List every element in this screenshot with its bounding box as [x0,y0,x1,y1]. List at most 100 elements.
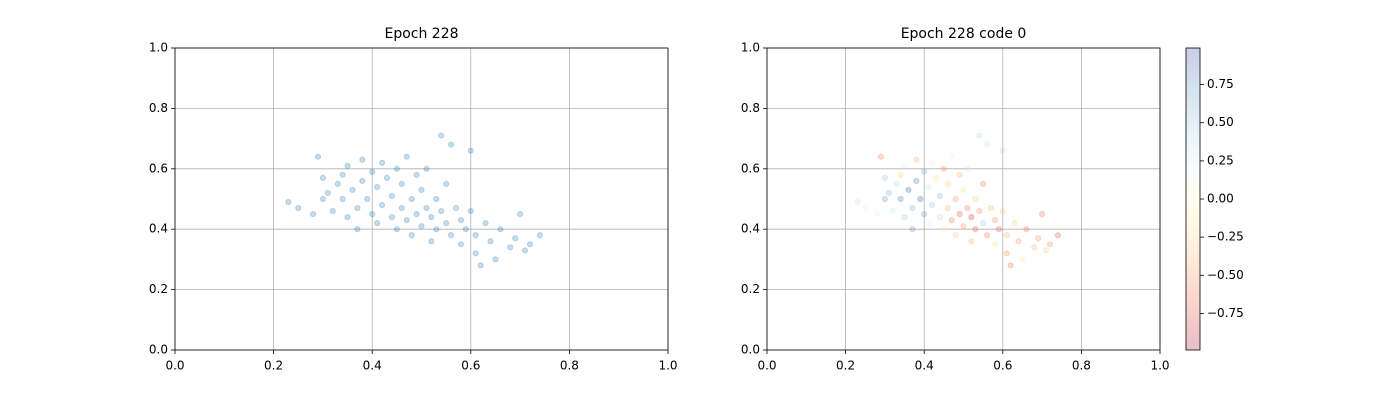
point [443,220,450,227]
point [889,207,896,215]
point [339,171,346,178]
point [901,162,908,169]
point [374,220,381,227]
point [983,232,991,239]
point [295,204,302,212]
y-tick-label: 0.4 [149,222,168,236]
colorbar-tick-label: −0.50 [1207,268,1244,282]
point [408,232,415,239]
point [1011,220,1018,227]
point [1054,232,1061,239]
point [438,132,445,139]
point [443,180,450,187]
point [512,235,519,242]
point [492,256,499,263]
axes-frame [766,47,1161,351]
point [393,226,400,233]
point [983,141,991,148]
point [285,198,292,206]
point [1031,244,1038,251]
x-tick-label: 1.0 [1150,359,1169,373]
point [873,211,881,218]
point [467,147,474,154]
y-tick-label: 0.4 [741,222,760,236]
point [999,207,1006,215]
point [433,226,440,233]
point [862,204,869,212]
point [991,217,999,224]
y-tick-label: 0.2 [741,282,760,296]
colorbar-tick-label: 0.50 [1207,115,1234,129]
x-tick-label: 0.8 [1072,359,1091,373]
y-tick-label: 0.8 [149,101,168,115]
point [507,244,514,251]
point [913,156,920,163]
point [447,232,455,239]
y-tick-label: 0.8 [741,101,760,115]
point [433,195,440,203]
point [398,204,405,212]
y-tick-label: 0.2 [149,282,168,296]
y-tick-label: 0.0 [149,343,168,357]
point [968,214,975,221]
x-tick-label: 0.0 [757,359,776,373]
point [462,226,469,233]
point [1046,241,1054,248]
point [909,204,916,212]
point [881,195,889,203]
colorbar-tick-label: 0.25 [1207,153,1234,167]
point [359,156,366,163]
point [893,180,900,187]
point [477,262,484,269]
point [472,250,479,257]
y-tick-label: 1.0 [741,41,760,55]
point [393,165,400,172]
point [1003,250,1010,257]
point [319,174,326,181]
y-tick-label: 0.6 [741,161,760,175]
point [952,232,959,239]
point [423,165,430,172]
point [324,189,331,197]
point [517,211,524,218]
colorbar [1185,47,1201,351]
point [881,174,889,181]
point [378,159,386,166]
chart-title: Epoch 228 code 0 [901,26,1027,42]
point [354,226,361,233]
point [497,226,504,233]
point [1007,262,1014,269]
point [964,165,971,172]
point [403,217,410,224]
point [1042,247,1050,254]
point [339,195,346,203]
point [980,220,987,227]
point [383,174,391,181]
point [956,171,963,178]
point [418,223,425,230]
point [917,195,924,203]
x-tick-label: 0.4 [915,359,934,373]
point [897,171,904,178]
y-tick-label: 1.0 [149,41,168,55]
point [995,226,1002,233]
point [913,177,920,184]
point [457,217,465,224]
x-tick-label: 1.0 [658,359,677,373]
point [413,211,420,218]
point [467,207,474,215]
point [925,220,932,227]
point [897,195,904,203]
point [968,238,975,245]
point [976,207,983,215]
point [991,241,999,248]
chart-title: Epoch 228 [384,26,458,42]
point [1023,226,1030,233]
point [428,238,435,245]
point [877,153,885,160]
point [521,247,529,254]
point [921,168,928,175]
point [369,211,376,218]
point [952,195,959,203]
